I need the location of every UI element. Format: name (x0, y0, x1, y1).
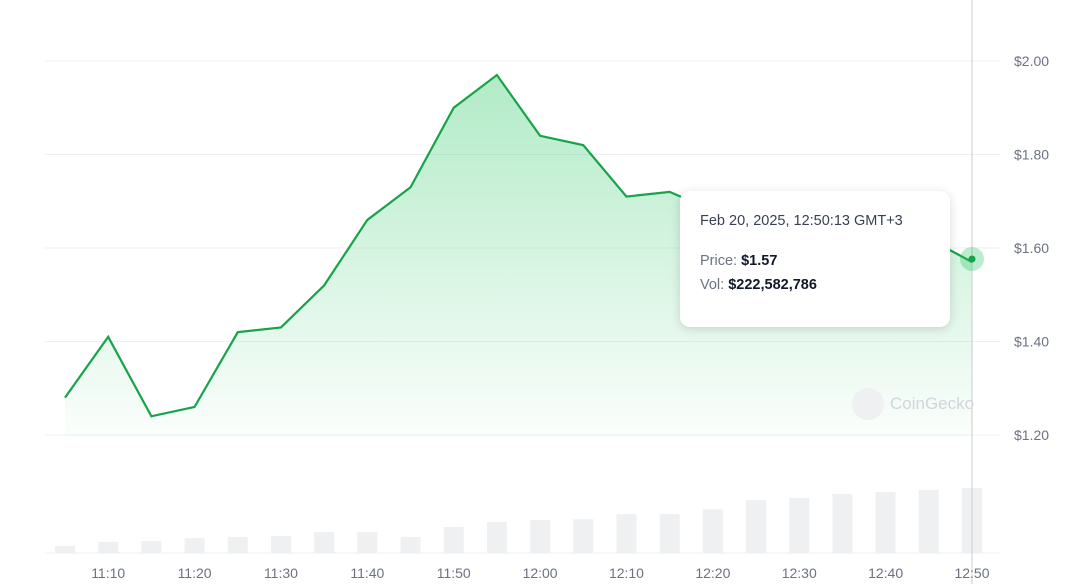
volume-bar (270, 536, 291, 553)
volume-bar (184, 538, 205, 553)
volume-bar (573, 519, 594, 553)
tooltip-date: Feb 20, 2025, 12:50:13 GMT+3 (700, 213, 903, 229)
y-tick-label: $1.80 (1014, 147, 1049, 163)
volume-bar (486, 522, 507, 553)
volume-bar (98, 541, 119, 553)
volume-bar (443, 527, 464, 553)
hover-point[interactable] (968, 255, 976, 263)
x-tick-label: 11:50 (437, 565, 471, 581)
chart-tooltip: Feb 20, 2025, 12:50:13 GMT+3 Price: $1.5… (680, 191, 950, 327)
volume-bar (875, 491, 896, 553)
x-tick-label: 12:00 (523, 565, 558, 581)
volume-bar (616, 514, 637, 553)
x-tick-label: 12:20 (695, 565, 730, 581)
volume-bar (789, 498, 810, 553)
volume-bar (357, 531, 378, 553)
x-tick-label: 11:20 (178, 565, 212, 581)
x-tick-label: 12:40 (868, 565, 903, 581)
volume-bar (227, 536, 248, 553)
y-tick-label: $1.60 (1014, 240, 1049, 256)
volume-bar (530, 520, 551, 553)
y-tick-label: $2.00 (1014, 53, 1049, 69)
volume-bar (702, 509, 723, 553)
tooltip-price-value: $1.57 (741, 253, 778, 269)
volume-bar (400, 536, 421, 553)
x-tick-label: 12:30 (782, 565, 817, 581)
volume-bar (659, 514, 680, 553)
tooltip-vol-label: Vol: (700, 277, 725, 293)
volume-bar (746, 500, 767, 553)
x-tick-label: 11:30 (264, 565, 298, 581)
price-area (65, 75, 972, 436)
volume-bar (141, 541, 162, 553)
watermark-text: CoinGecko (890, 394, 975, 413)
volume-bar (832, 494, 853, 553)
volume-bar (314, 531, 335, 553)
y-tick-label: $1.20 (1014, 427, 1049, 443)
x-tick-label: 11:10 (91, 565, 125, 581)
coingecko-logo-icon (852, 388, 884, 420)
x-tick-label: 12:50 (954, 565, 989, 581)
tooltip-price-label: Price: (700, 253, 738, 269)
y-tick-label: $1.40 (1014, 334, 1049, 350)
volume-bar (55, 545, 75, 553)
coingecko-watermark: CoinGecko (852, 388, 974, 420)
x-tick-label: 12:10 (609, 565, 644, 581)
x-tick-label: 11:40 (350, 565, 384, 581)
volume-bar (918, 489, 939, 553)
tooltip-vol-value: $222,582,786 (728, 277, 817, 293)
